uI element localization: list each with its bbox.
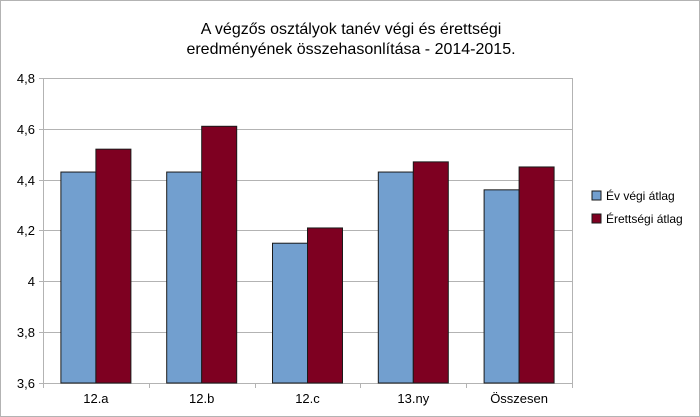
y-tick-label: 4,6 [17, 122, 35, 137]
legend-label: Év végi átlag [606, 188, 675, 203]
bar-ev-vegi-4 [483, 189, 520, 384]
chart-title-line-2: eredményének összehasonlítása - 2014-201… [186, 41, 515, 58]
y-tick-label: 4 [28, 274, 35, 289]
x-tick-label: Összesen [490, 391, 548, 406]
y-tick-label: 4,4 [17, 173, 35, 188]
legend-label: Érettségi átlag [606, 211, 683, 226]
y-tick-label: 3,6 [17, 376, 35, 391]
legend: Év végi átlag Érettségi átlag [591, 188, 683, 226]
tick-labels: 3,6 3,8 4 4,2 4,4 4,6 4,8 12.a 12.b 12.c 13.ny Össz… [17, 71, 548, 406]
axes [43, 78, 573, 388]
bar-ev-vegi-2 [272, 242, 308, 384]
bar-erettsegi-1 [201, 125, 238, 384]
bar-erettsegi-4 [518, 166, 555, 384]
bar-erettsegi-3 [412, 161, 449, 384]
bar-ev-vegi-3 [377, 171, 414, 384]
x-tick-label: 12.a [83, 391, 109, 406]
chart-title-line-1: A végzős osztályok tanév végi és érettsé… [201, 21, 502, 38]
legend-swatch [591, 213, 602, 224]
y-tick-label: 4,8 [17, 71, 35, 86]
x-tick-label: 12.c [295, 391, 320, 406]
bar-erettsegi-0 [95, 148, 132, 384]
y-tick-label: 3,8 [17, 325, 35, 340]
y-tick-label: 4,2 [17, 223, 35, 238]
bar-ev-vegi-0 [60, 171, 97, 384]
x-tick-label: 13.ny [397, 391, 429, 406]
legend-swatch [591, 190, 602, 201]
bars [60, 125, 555, 384]
bar-erettsegi-2 [307, 227, 343, 384]
x-tick-label: 12.b [189, 391, 214, 406]
bar-ev-vegi-1 [166, 171, 203, 384]
